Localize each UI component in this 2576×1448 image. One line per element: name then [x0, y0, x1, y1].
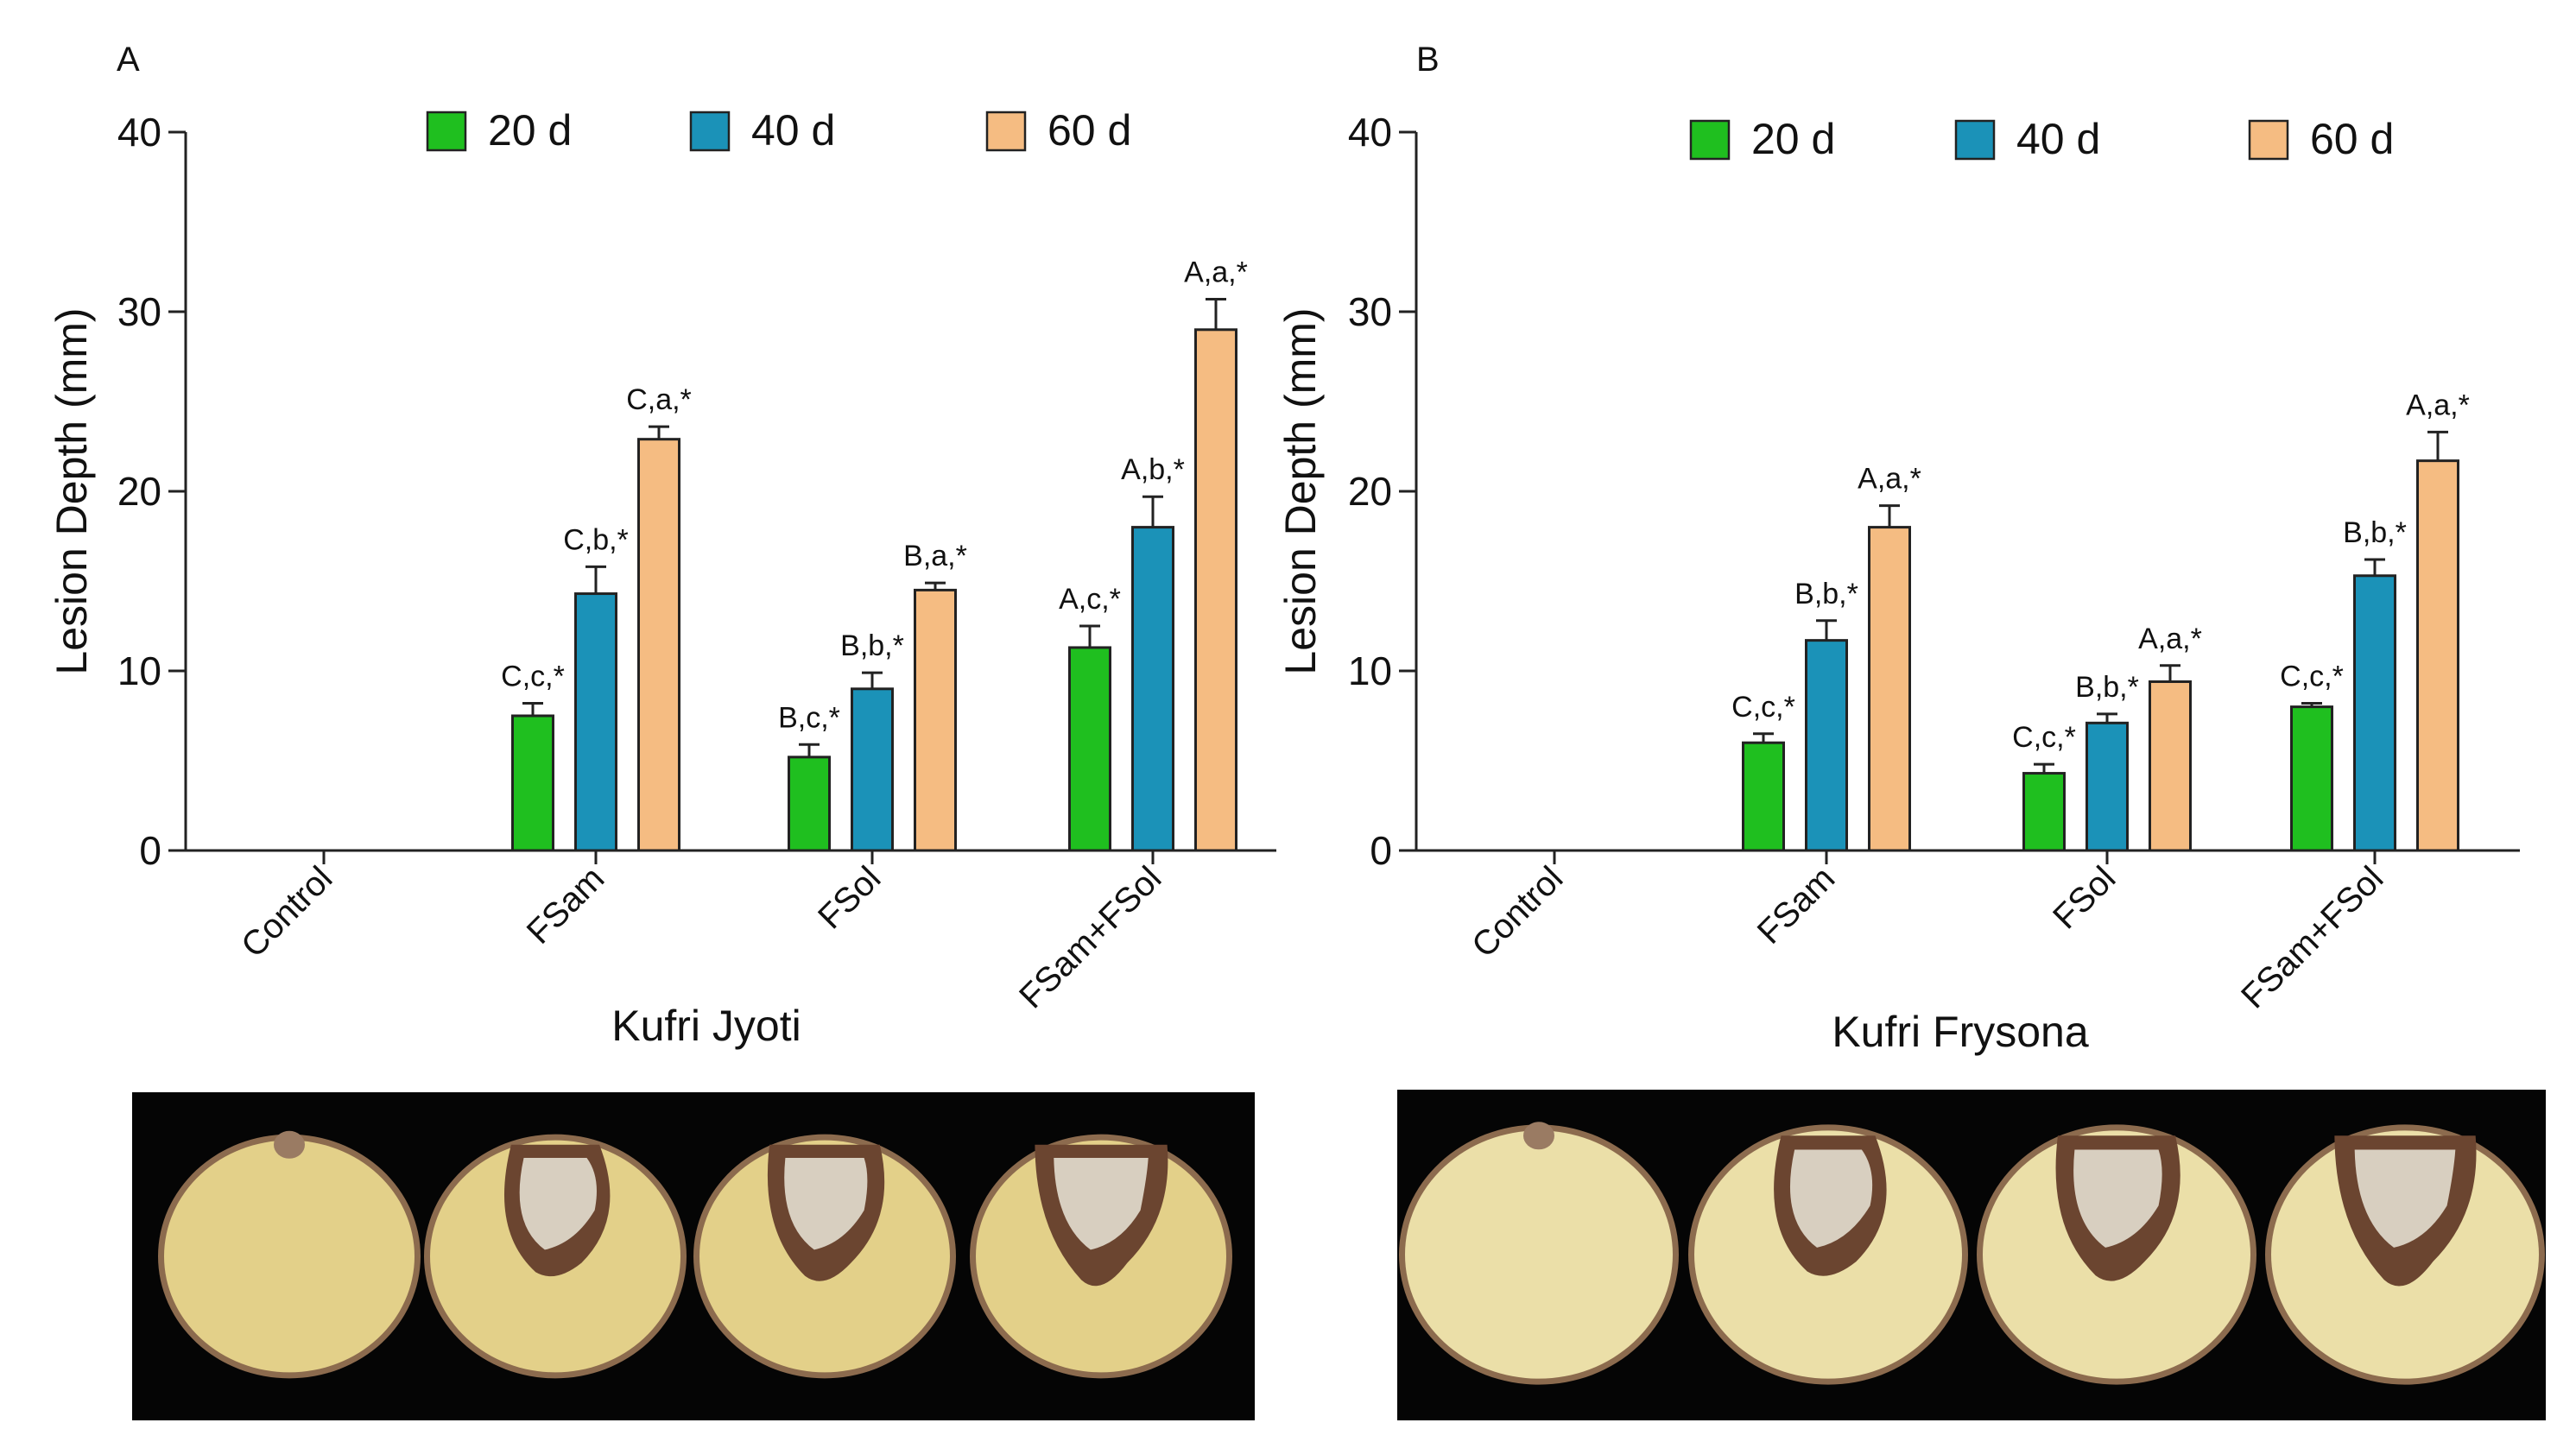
- data-label: B,b,*: [2075, 671, 2139, 704]
- potato-slice-fsam-fsol: [2265, 1124, 2545, 1385]
- y-tick-label: 40: [117, 110, 161, 155]
- legend-swatch: [985, 111, 1027, 152]
- bar: [788, 756, 831, 852]
- potato-flesh: [1405, 1130, 1673, 1379]
- legend-swatch: [426, 111, 467, 152]
- bar: [1805, 639, 1848, 852]
- bar: [2353, 574, 2396, 852]
- data-label: B,c,*: [778, 701, 840, 734]
- data-label: B,b,*: [1794, 578, 1858, 610]
- y-tick-label: 10: [117, 648, 161, 693]
- y-tick-label: 20: [117, 469, 161, 514]
- lesion-core: [519, 1158, 597, 1250]
- bar: [2290, 705, 2333, 852]
- bar: [1868, 526, 1911, 852]
- potato-flesh: [164, 1140, 415, 1373]
- legend-label: 20 d: [1751, 115, 1835, 163]
- bar: [637, 438, 680, 852]
- data-label: C,c,*: [2012, 721, 2076, 754]
- potato-slice-control: [158, 1130, 421, 1379]
- bar: [574, 592, 617, 852]
- y-axis-label: Lesion Depth (mm): [1276, 307, 1325, 674]
- legend-label: 40 d: [2016, 115, 2100, 163]
- potato-slice-control: [1399, 1122, 1679, 1385]
- bar: [2022, 772, 2066, 852]
- data-label: A,b,*: [1121, 453, 1185, 486]
- legend-swatch: [1954, 119, 1996, 161]
- lesion-core: [2354, 1149, 2456, 1248]
- data-label: C,c,*: [2280, 660, 2344, 692]
- data-label: B,b,*: [2343, 516, 2407, 549]
- bar: [2416, 459, 2459, 852]
- panel-letter: A: [117, 41, 140, 79]
- legend-label: 60 d: [2310, 115, 2394, 163]
- data-label: A,a,*: [1184, 256, 1248, 288]
- data-label: C,c,*: [501, 660, 565, 692]
- bar: [2085, 721, 2129, 852]
- data-label: B,a,*: [903, 540, 967, 572]
- lesion-spot: [1523, 1122, 1554, 1150]
- bar: [1068, 646, 1111, 852]
- potato-slice-fsam-fsol: [970, 1134, 1232, 1379]
- legend-label: 20 d: [488, 106, 572, 155]
- data-label: A,a,*: [2138, 623, 2202, 655]
- lesion-core: [784, 1158, 868, 1250]
- legend-label: 60 d: [1047, 106, 1131, 155]
- lesion-spot: [274, 1130, 305, 1159]
- y-tick-label: 0: [1370, 828, 1392, 873]
- potato-slice-fsol: [1977, 1124, 2256, 1385]
- bar: [1194, 328, 1237, 852]
- y-tick-label: 20: [1348, 469, 1392, 514]
- legend-swatch: [2248, 119, 2289, 161]
- bar: [914, 588, 957, 852]
- lesion-core: [1054, 1158, 1149, 1250]
- photo-strip-a: [132, 1092, 1255, 1420]
- lesion-core: [2073, 1149, 2162, 1248]
- legend-label: 40 d: [751, 106, 835, 155]
- data-label: B,b,*: [840, 629, 904, 662]
- data-label: C,c,*: [1731, 691, 1795, 724]
- potato-slice-fsam: [1688, 1124, 1968, 1385]
- y-tick-label: 10: [1348, 648, 1392, 693]
- y-axis-label: Lesion Depth (mm): [47, 307, 96, 674]
- bar: [2149, 680, 2192, 852]
- y-tick-label: 30: [1348, 289, 1392, 334]
- data-label: A,a,*: [1858, 463, 1921, 496]
- potato-slice-fsam: [424, 1134, 687, 1379]
- legend-swatch: [1689, 119, 1731, 161]
- data-label: C,a,*: [626, 383, 692, 416]
- bar: [1131, 526, 1174, 852]
- x-axis-label: Kufri Frysona: [1832, 1008, 2089, 1056]
- bar: [851, 687, 894, 852]
- bar: [1742, 741, 1785, 852]
- bar: [511, 714, 554, 852]
- panel-letter: B: [1416, 41, 1440, 79]
- y-tick-label: 0: [139, 828, 161, 873]
- x-axis-label: Kufri Jyoti: [611, 1002, 801, 1050]
- data-label: A,a,*: [2406, 389, 2470, 421]
- data-label: C,b,*: [563, 523, 629, 556]
- y-tick-label: 30: [117, 289, 161, 334]
- y-tick-label: 40: [1348, 110, 1392, 155]
- legend-swatch: [689, 111, 731, 152]
- lesion-core: [1789, 1149, 1873, 1248]
- photo-strip-b: [1397, 1090, 2546, 1420]
- data-label: A,c,*: [1059, 583, 1121, 616]
- potato-slice-fsol: [693, 1134, 956, 1379]
